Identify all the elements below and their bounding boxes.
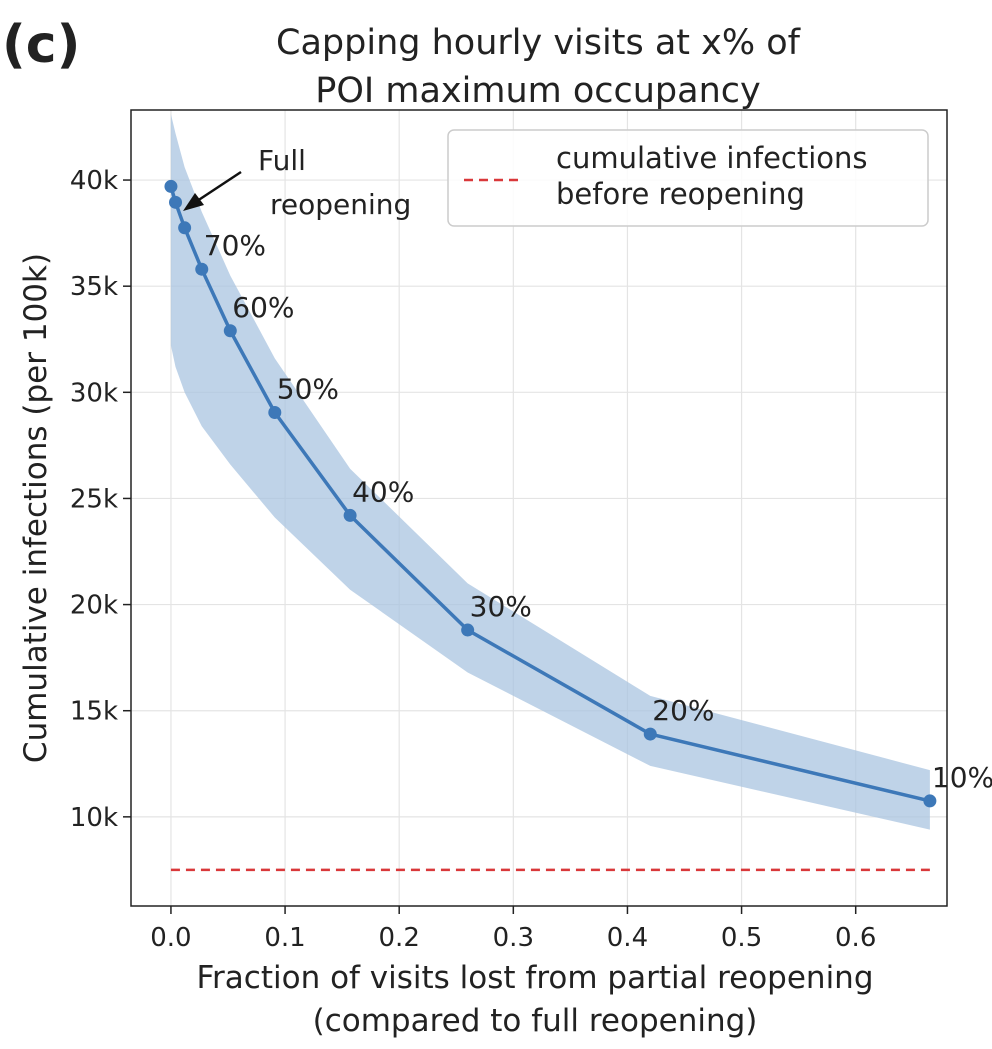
data-point-3 bbox=[195, 262, 209, 276]
y-tick-label-2: 20k bbox=[70, 591, 118, 621]
point-label-4: 60% bbox=[232, 291, 294, 324]
x-axis-title-line-1: Fraction of visits lost from partial reo… bbox=[196, 960, 873, 996]
point-label-8: 20% bbox=[652, 694, 714, 727]
legend-box bbox=[447, 129, 929, 227]
annotation-text-line-1: Full bbox=[258, 144, 306, 177]
y-tick-label-5: 35k bbox=[70, 272, 118, 302]
x-tick-label-5: 0.5 bbox=[721, 923, 762, 953]
point-label-7: 30% bbox=[470, 590, 532, 623]
annotation-arrow-head bbox=[183, 193, 204, 211]
data-point-7 bbox=[461, 623, 475, 637]
data-point-1 bbox=[169, 195, 183, 209]
data-point-8 bbox=[643, 727, 657, 741]
point-label-9: 10% bbox=[932, 761, 992, 794]
x-axis-title-line-2: (compared to full reopening) bbox=[313, 1003, 758, 1039]
series-line-group bbox=[169, 185, 931, 803]
data-point-6 bbox=[343, 508, 357, 522]
series-line-0 bbox=[169, 185, 931, 803]
x-tick-label-0: 0.0 bbox=[150, 923, 191, 953]
legend: cumulative infections before reopening bbox=[447, 129, 929, 227]
x-axis-ticks: 0.0 0.1 0.2 0.3 0.4 0.5 0.6 bbox=[150, 906, 876, 953]
chart-title-line-2: POI maximum occupancy bbox=[315, 71, 760, 111]
x-tick-label-4: 0.4 bbox=[607, 923, 648, 953]
data-point-9 bbox=[923, 794, 937, 808]
data-point-0 bbox=[164, 179, 178, 193]
x-tick-label-2: 0.2 bbox=[379, 923, 420, 953]
x-tick-label-6: 0.6 bbox=[835, 923, 876, 953]
panel-label: (c) bbox=[2, 15, 80, 75]
y-axis-title: Cumulative infections (per 100k) bbox=[18, 253, 54, 763]
y-axis-ticks: 10k 15k 20k 25k 30k 35k 40k bbox=[70, 166, 131, 833]
y-tick-label-4: 30k bbox=[70, 378, 118, 408]
point-label-6: 40% bbox=[352, 475, 414, 508]
y-tick-label-0: 10k bbox=[70, 803, 118, 833]
confidence-band-0 bbox=[170, 114, 930, 830]
data-point-4 bbox=[223, 324, 237, 338]
confidence-band bbox=[170, 114, 930, 830]
data-point-2 bbox=[178, 221, 192, 235]
plot-frame bbox=[130, 109, 948, 907]
point-label-5: 50% bbox=[277, 372, 339, 405]
data-point-5 bbox=[268, 405, 282, 419]
x-tick-label-3: 0.3 bbox=[493, 923, 534, 953]
legend-label-line-1: cumulative infections bbox=[556, 141, 868, 175]
x-tick-label-1: 0.1 bbox=[264, 923, 305, 953]
point-label-3: 70% bbox=[204, 229, 266, 262]
legend-label-line-2: before reopening bbox=[556, 177, 805, 211]
chart-title-line-1: Capping hourly visits at x% of bbox=[276, 23, 801, 63]
data-points bbox=[164, 179, 937, 808]
point-labels: 70% 60% 50% 40% 30% 20% 10% bbox=[204, 229, 992, 794]
annotation-full-reopening: Full reopening bbox=[183, 144, 411, 221]
y-tick-label-1: 15k bbox=[70, 697, 118, 727]
annotation-text-line-2: reopening bbox=[270, 188, 411, 221]
y-tick-label-3: 25k bbox=[70, 484, 118, 514]
y-tick-label-6: 40k bbox=[70, 166, 118, 196]
